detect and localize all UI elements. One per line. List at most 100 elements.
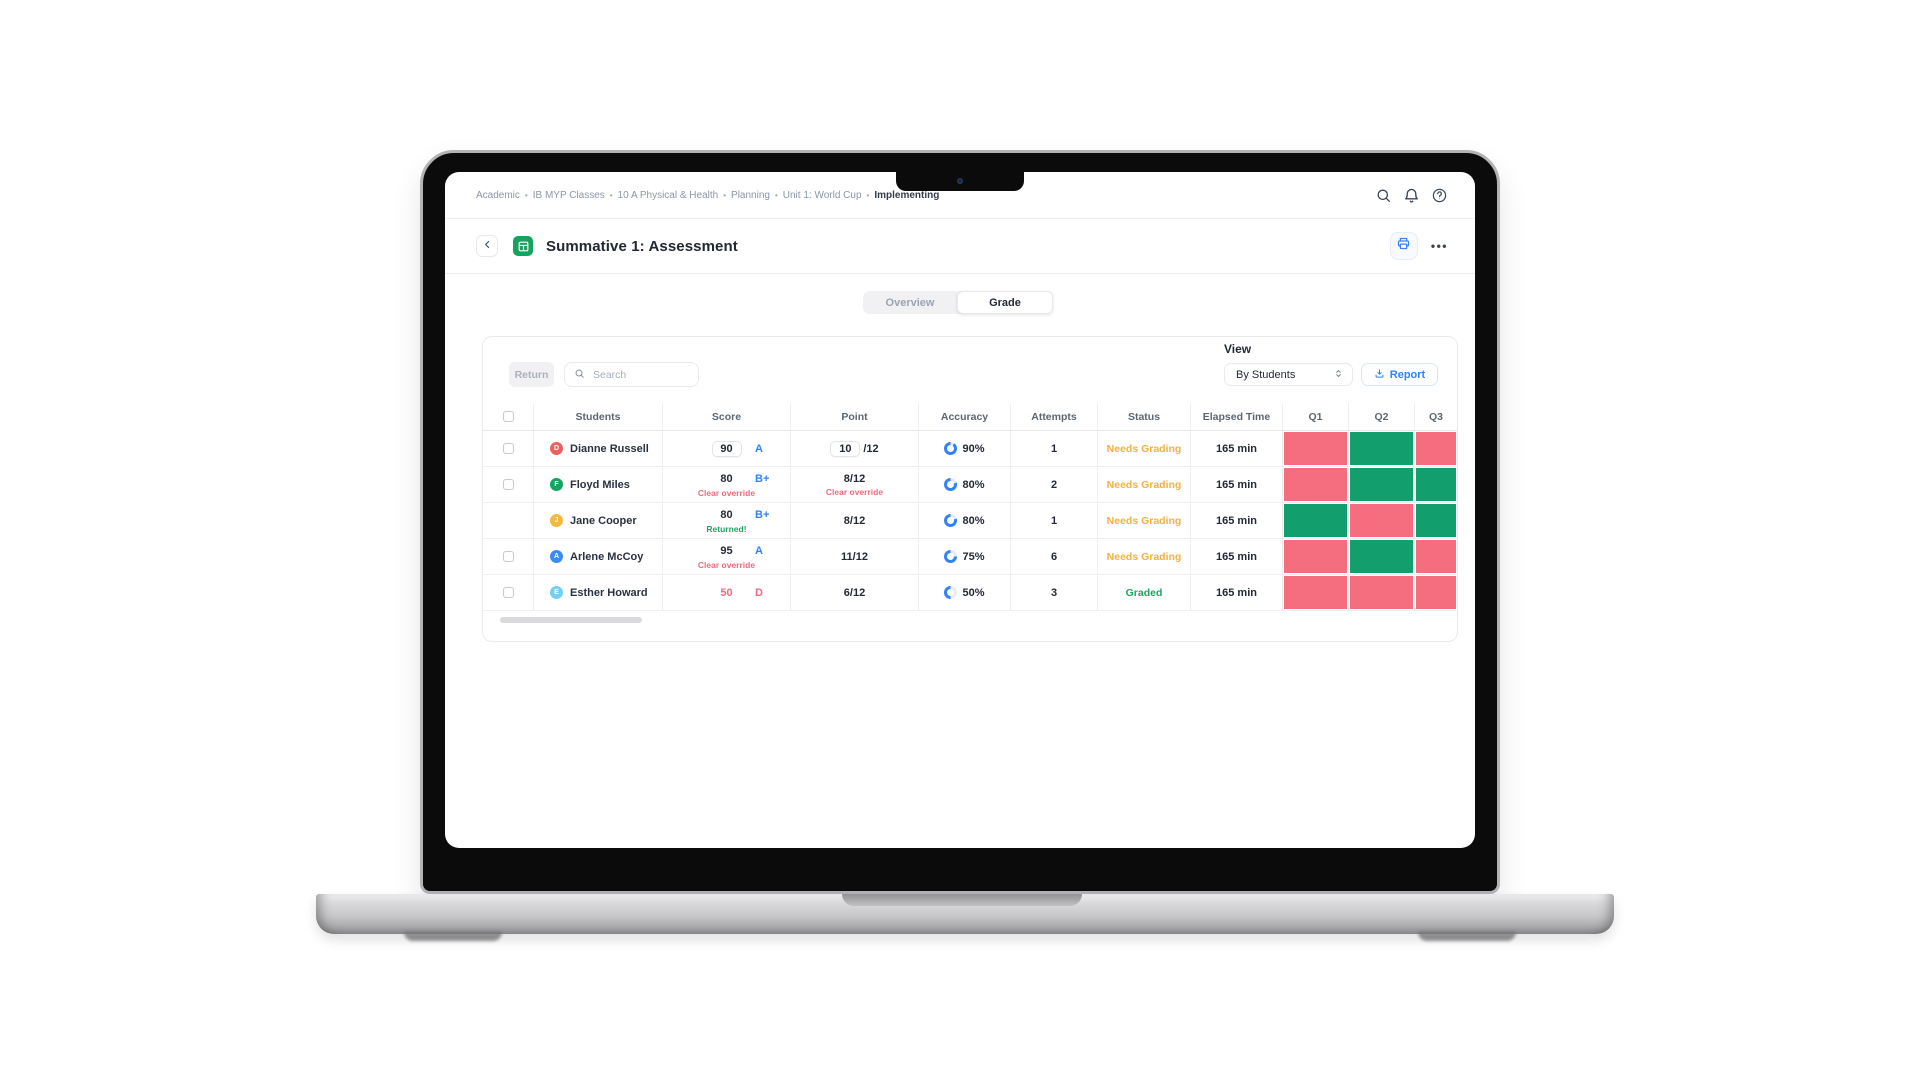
row-checkbox-cell [483, 539, 534, 574]
score-line: 90 A [663, 440, 790, 457]
accuracy-ring-hole [947, 445, 955, 452]
question-cell-q2[interactable] [1349, 539, 1415, 574]
score-grade: A [755, 544, 763, 557]
score-input[interactable]: 90 [711, 440, 742, 457]
point-cell: 6/12 [791, 575, 919, 610]
elapsed-time-cell: 165 min [1191, 539, 1283, 574]
search-box [564, 362, 699, 387]
score-value: 80 [720, 472, 733, 485]
row-checkbox[interactable] [502, 587, 514, 598]
accuracy-cell: 75% [919, 539, 1011, 574]
point-line: 6/12 [844, 587, 865, 599]
score-grade: D [755, 586, 763, 599]
attempts-cell: 1 [1011, 503, 1098, 538]
header-actions: ••• [1389, 232, 1448, 260]
print-button[interactable] [1389, 232, 1418, 260]
accuracy-value: 75% [962, 550, 985, 563]
back-button[interactable] [476, 235, 498, 257]
accuracy-ring-icon [944, 586, 958, 599]
tab-grade[interactable]: Grade [957, 291, 1053, 314]
question-cell-q2[interactable] [1349, 503, 1415, 538]
point-cell: 8/12 [791, 503, 919, 538]
question-cell-q1[interactable] [1283, 467, 1349, 502]
point-input[interactable]: 10 [830, 440, 861, 457]
view-select[interactable]: By Students [1224, 363, 1353, 386]
question-cell-q2[interactable] [1349, 467, 1415, 502]
score-cell: 80 B+ Clear override [663, 467, 791, 502]
row-checkbox[interactable] [502, 443, 514, 454]
search-input[interactable] [591, 367, 690, 382]
column-header-students: Students [534, 403, 663, 430]
score-value: 80 [720, 508, 733, 521]
report-button[interactable]: Report [1361, 363, 1438, 386]
accuracy-ring-icon [944, 514, 958, 527]
table-row: J Jane Cooper 80 B+ Returned! 8/12 80% 1 Needs G… [483, 503, 1457, 539]
question-cell-q1[interactable] [1283, 575, 1349, 610]
bell-icon[interactable] [1403, 187, 1420, 204]
table-row: F Floyd Miles 80 B+ Clear override 8/12 Clear … [483, 467, 1457, 503]
horizontal-scrollbar[interactable] [500, 617, 642, 623]
breadcrumb-item[interactable]: Unit 1: World Cup [782, 189, 862, 201]
score-cell: 95 A Clear override [663, 539, 791, 574]
point-cell: 11/12 [791, 539, 919, 574]
chevron-left-icon [482, 237, 493, 255]
accuracy-ring-icon [944, 550, 958, 563]
accuracy-ring-hole [947, 517, 955, 524]
search-icon-small [574, 366, 585, 384]
accuracy-value: 80% [962, 478, 985, 491]
breadcrumb-separator: • [866, 190, 870, 200]
breadcrumb-item[interactable]: IB MYP Classes [532, 189, 605, 201]
question-result-fill [1416, 576, 1456, 609]
question-cell-q2[interactable] [1349, 575, 1415, 610]
column-header-q2: Q2 [1349, 403, 1415, 430]
question-cell-q2[interactable] [1349, 431, 1415, 466]
question-cell-q3[interactable] [1415, 503, 1457, 538]
elapsed-time-cell: 165 min [1191, 467, 1283, 502]
point-suffix: /12 [863, 442, 879, 455]
row-checkbox[interactable] [502, 551, 514, 562]
row-checkbox-cell [483, 431, 534, 466]
breadcrumb-separator: • [524, 190, 528, 200]
laptop-foot-right [1418, 932, 1516, 941]
row-checkbox[interactable] [502, 479, 514, 490]
point-line: 11/12 [841, 551, 868, 563]
more-options-icon[interactable]: ••• [1430, 239, 1448, 253]
question-cell-q3[interactable] [1415, 431, 1457, 466]
question-cell-q3[interactable] [1415, 467, 1457, 502]
question-result-fill [1350, 468, 1413, 501]
question-cell-q1[interactable] [1283, 431, 1349, 466]
printer-icon [1396, 236, 1411, 256]
student-name: Dianne Russell [570, 442, 649, 455]
help-icon[interactable] [1431, 187, 1448, 204]
table-body: D Dianne Russell 90 A 10/12 90% 1 Needs Grading… [483, 431, 1457, 611]
tab-overview[interactable]: Overview [885, 296, 935, 309]
breadcrumb-item[interactable]: 10 A Physical & Health [617, 189, 719, 201]
question-cell-q3[interactable] [1415, 575, 1457, 610]
table-row: D Dianne Russell 90 A 10/12 90% 1 Needs Grading… [483, 431, 1457, 467]
attempts-cell: 1 [1011, 431, 1098, 466]
return-button[interactable]: Return [509, 362, 554, 387]
student-cell: J Jane Cooper [534, 503, 663, 538]
attempts-cell: 3 [1011, 575, 1098, 610]
row-checkbox-cell [483, 467, 534, 502]
question-cell-q3[interactable] [1415, 539, 1457, 574]
elapsed-time-cell: 165 min [1191, 431, 1283, 466]
attempts-cell: 2 [1011, 467, 1098, 502]
breadcrumb-item[interactable]: Academic [476, 189, 520, 201]
header-checkbox-cell [483, 403, 534, 430]
report-button-label: Report [1389, 368, 1426, 381]
search-icon[interactable] [1375, 187, 1392, 204]
accuracy-cell: 90% [919, 431, 1011, 466]
question-cell-q1[interactable] [1283, 503, 1349, 538]
accuracy-ring-icon [944, 478, 958, 491]
laptop-base [316, 894, 1614, 934]
question-cell-q1[interactable] [1283, 539, 1349, 574]
score-sub-label[interactable]: Clear override [697, 488, 756, 498]
score-sub-label[interactable]: Clear override [697, 560, 756, 570]
point-sub-label[interactable]: Clear override [825, 486, 884, 497]
select-all-checkbox[interactable] [502, 411, 514, 422]
accuracy-cell: 80% [919, 467, 1011, 502]
breadcrumb-item[interactable]: Planning [731, 189, 770, 201]
point-line: 8/12 [844, 515, 865, 527]
student-cell: D Dianne Russell [534, 431, 663, 466]
